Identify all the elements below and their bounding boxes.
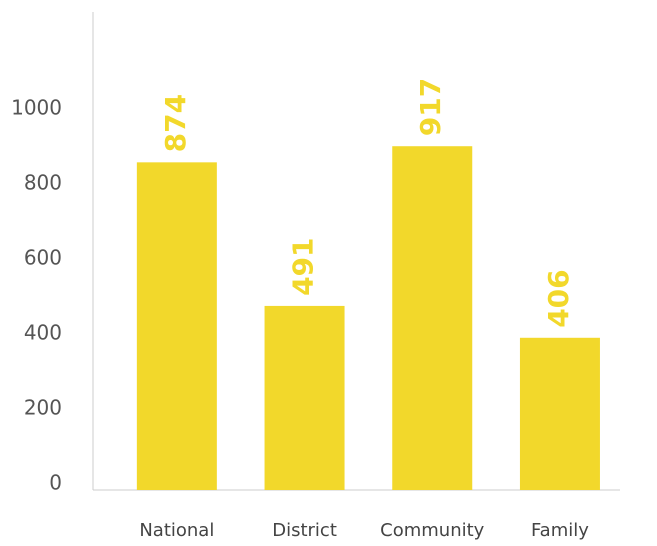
y-tick-label: 800 — [24, 171, 62, 195]
bar — [519, 337, 600, 490]
value-label: 406 — [542, 269, 575, 327]
x-tick-label: Community — [380, 520, 485, 541]
value-label: 874 — [159, 94, 192, 152]
value-label: 491 — [287, 237, 320, 295]
y-tick-label: 0 — [49, 471, 62, 495]
x-tick-label: Family — [531, 520, 589, 541]
y-tick-label: 400 — [24, 321, 62, 345]
y-tick-label: 1000 — [11, 96, 62, 120]
value-label: 917 — [414, 78, 447, 136]
y-tick-label: 200 — [24, 396, 62, 420]
x-tick-label: District — [272, 520, 337, 541]
y-tick-label: 600 — [24, 246, 62, 270]
bar — [392, 146, 473, 490]
x-tick-label: National — [139, 520, 214, 541]
bar — [136, 162, 217, 490]
bar — [264, 305, 345, 490]
